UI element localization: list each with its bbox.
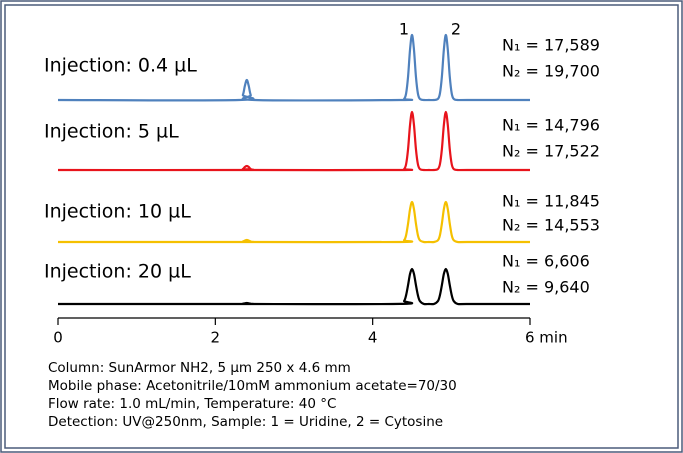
plate-count: N₂ = 17,522	[502, 142, 600, 161]
trace	[57, 33, 530, 102]
note: Flow rate: 1.0 mL/min, Temperature: 40 °…	[48, 396, 336, 412]
plate-count: N₁ = 6,606	[502, 252, 590, 271]
note: Column: SunArmor NH2, 5 µm 250 x 4.6 mm	[48, 360, 351, 376]
trace	[57, 200, 530, 244]
plate-count: N₁ = 11,845	[502, 192, 600, 211]
x-tick-label: 6 min	[525, 329, 568, 347]
plate-count: N₂ = 14,553	[502, 216, 600, 235]
x-tick-label: 4	[368, 329, 378, 347]
note: Detection: UV@250nm, Sample: 1 = Uridine…	[48, 414, 443, 430]
trace-label: Injection: 20 µL	[44, 261, 191, 283]
trace-label: Injection: 0.4 µL	[44, 55, 197, 77]
plate-count: N₂ = 9,640	[502, 278, 590, 297]
trace-label: Injection: 5 µL	[44, 121, 179, 143]
plate-count: N₁ = 17,589	[502, 36, 600, 55]
trace	[57, 267, 531, 306]
trace-label: Injection: 10 µL	[44, 201, 191, 223]
x-tick-label: 2	[211, 329, 221, 347]
plate-count: N₂ = 19,700	[502, 62, 600, 81]
inner-frame	[4, 4, 679, 449]
note: Mobile phase: Acetonitrile/10mM ammonium…	[48, 378, 457, 394]
x-tick-label: 0	[53, 329, 63, 347]
trace	[57, 110, 530, 172]
peak-label: 2	[451, 20, 461, 39]
plate-count: N₁ = 14,796	[502, 116, 600, 135]
peak-label: 1	[399, 20, 409, 39]
